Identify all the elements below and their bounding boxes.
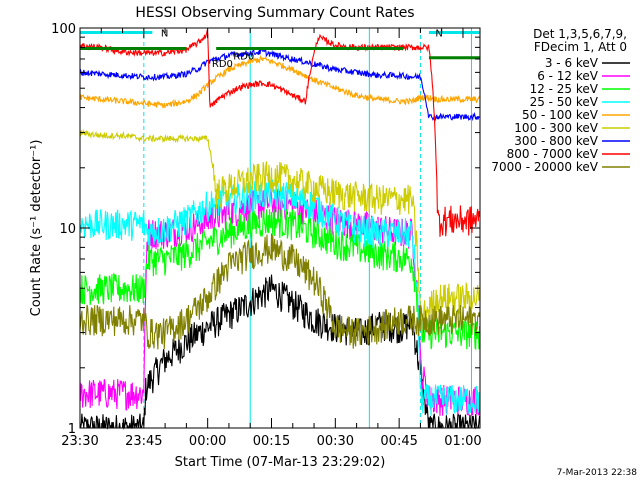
y-axis-label: Count Rate (s⁻¹ detector⁻¹) (29, 140, 44, 317)
legend-label: 3 - 6 keV (545, 56, 599, 70)
legend-label: 100 - 300 keV (514, 121, 598, 135)
legend-label: 800 - 7000 keV (507, 147, 599, 161)
footer-date: 7-Mar-2013 22:38 (557, 468, 638, 478)
legend-label: 300 - 800 keV (514, 134, 598, 148)
chart-title: HESSI Observing Summary Count Rates (135, 5, 414, 21)
legend: Det 1,3,5,6,7,9, FDecim 1, Att 0 3 - 6 k… (491, 27, 630, 174)
series-line-5 (79, 128, 481, 328)
legend-label: 12 - 25 keV (530, 82, 599, 96)
x-tick-label: 00:00 (189, 434, 226, 449)
series-layer (79, 29, 481, 430)
x-tick-label: 00:15 (253, 434, 290, 449)
legend-label: 7000 - 20000 keV (491, 160, 598, 174)
x-tick-label: 23:30 (61, 434, 98, 449)
y-axis-ticks: 1 10 100 (51, 22, 480, 437)
marker-layer (80, 30, 480, 60)
annotation-label-1: RD0 (233, 51, 254, 62)
annotation-label-3: N (435, 28, 442, 39)
y-tick-label: 1 (68, 422, 76, 437)
annotation-label-2: RD0 (212, 59, 233, 70)
series-line-8 (79, 233, 481, 350)
y-tick-label: 100 (51, 22, 76, 37)
series-line-2 (79, 208, 481, 351)
annotation-label-0: N (161, 28, 168, 39)
legend-label: 6 - 12 keV (537, 69, 599, 83)
x-tick-label: 00:30 (317, 434, 354, 449)
legend-header-line-2: FDecim 1, Att 0 (534, 40, 627, 54)
series-line-6 (79, 48, 480, 122)
legend-label: 50 - 100 keV (522, 108, 599, 122)
legend-label: 25 - 50 keV (530, 95, 599, 109)
x-axis-ticks: 23:30 23:45 00:00 00:15 00:30 00:45 01:00 (61, 28, 482, 449)
x-tick-label: 01:00 (444, 434, 481, 449)
series-line-7 (79, 29, 481, 237)
series-line-4 (79, 54, 480, 109)
x-axis-label: Start Time (07-Mar-13 23:29:02) (175, 455, 386, 470)
series-line-3 (79, 178, 481, 416)
y-tick-label: 10 (59, 222, 76, 237)
x-tick-label: 00:45 (380, 434, 417, 449)
x-tick-label: 23:45 (125, 434, 162, 449)
legend-header-line-1: Det 1,3,5,6,7,9, (533, 27, 627, 41)
